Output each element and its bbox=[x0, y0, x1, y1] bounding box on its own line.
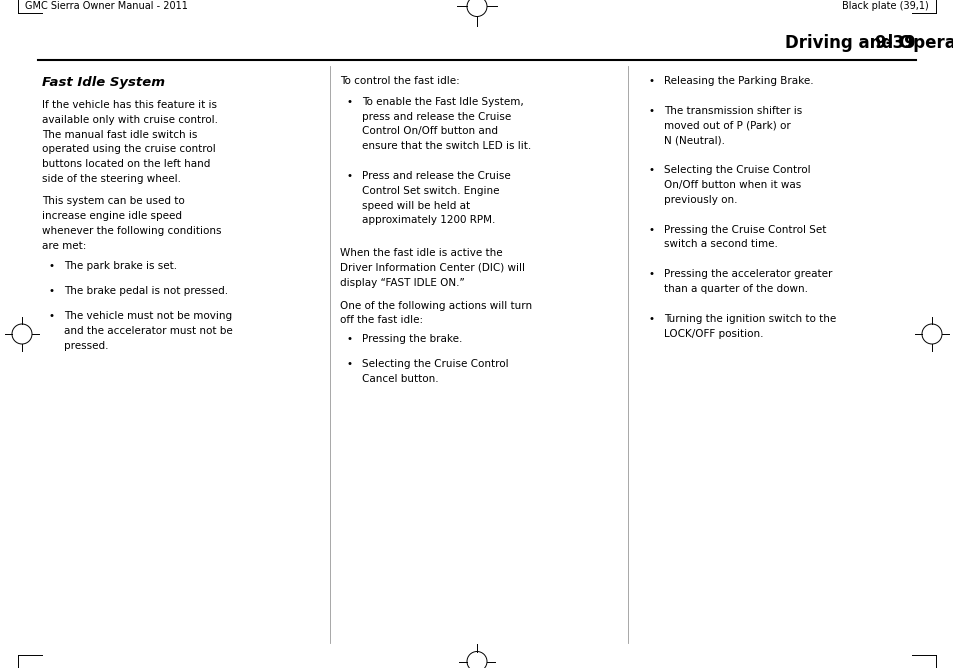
Text: The brake pedal is not pressed.: The brake pedal is not pressed. bbox=[64, 286, 228, 296]
Text: •: • bbox=[647, 165, 654, 175]
Text: Pressing the accelerator greater: Pressing the accelerator greater bbox=[663, 269, 832, 279]
Text: Pressing the brake.: Pressing the brake. bbox=[361, 334, 462, 344]
Text: The vehicle must not be moving: The vehicle must not be moving bbox=[64, 311, 232, 321]
Text: buttons located on the left hand: buttons located on the left hand bbox=[42, 159, 211, 169]
Text: side of the steering wheel.: side of the steering wheel. bbox=[42, 174, 181, 184]
Text: To enable the Fast Idle System,: To enable the Fast Idle System, bbox=[361, 97, 523, 107]
Text: To control the fast idle:: To control the fast idle: bbox=[339, 76, 459, 86]
Text: Press and release the Cruise: Press and release the Cruise bbox=[361, 171, 510, 181]
Text: The transmission shifter is: The transmission shifter is bbox=[663, 106, 801, 116]
Text: pressed.: pressed. bbox=[64, 341, 109, 351]
Text: •: • bbox=[647, 106, 654, 116]
Text: Black plate (39,1): Black plate (39,1) bbox=[841, 1, 928, 11]
Text: Driving and Operating: Driving and Operating bbox=[784, 34, 953, 52]
Text: •: • bbox=[48, 311, 54, 321]
Text: •: • bbox=[48, 286, 54, 296]
Text: Selecting the Cruise Control: Selecting the Cruise Control bbox=[663, 165, 810, 175]
Text: press and release the Cruise: press and release the Cruise bbox=[361, 112, 511, 122]
Text: 9-39: 9-39 bbox=[873, 34, 915, 52]
Text: speed will be held at: speed will be held at bbox=[361, 200, 470, 210]
Text: Cancel button.: Cancel button. bbox=[361, 374, 438, 384]
Text: Releasing the Parking Brake.: Releasing the Parking Brake. bbox=[663, 76, 813, 86]
Text: Fast Idle System: Fast Idle System bbox=[42, 76, 165, 89]
Text: •: • bbox=[647, 76, 654, 86]
Text: moved out of P (Park) or: moved out of P (Park) or bbox=[663, 121, 790, 131]
Text: •: • bbox=[346, 171, 352, 181]
Text: display “FAST IDLE ON.”: display “FAST IDLE ON.” bbox=[339, 278, 464, 288]
Text: switch a second time.: switch a second time. bbox=[663, 239, 777, 249]
Text: off the fast idle:: off the fast idle: bbox=[339, 315, 423, 325]
Text: than a quarter of the down.: than a quarter of the down. bbox=[663, 284, 807, 294]
Text: increase engine idle speed: increase engine idle speed bbox=[42, 211, 182, 221]
Text: operated using the cruise control: operated using the cruise control bbox=[42, 144, 215, 154]
Text: •: • bbox=[48, 261, 54, 271]
Text: ensure that the switch LED is lit.: ensure that the switch LED is lit. bbox=[361, 141, 531, 151]
Text: Selecting the Cruise Control: Selecting the Cruise Control bbox=[361, 359, 508, 369]
Text: One of the following actions will turn: One of the following actions will turn bbox=[339, 301, 532, 311]
Text: Control Set switch. Engine: Control Set switch. Engine bbox=[361, 186, 499, 196]
Text: If the vehicle has this feature it is: If the vehicle has this feature it is bbox=[42, 100, 216, 110]
Text: are met:: are met: bbox=[42, 240, 87, 250]
Text: •: • bbox=[647, 314, 654, 324]
Text: •: • bbox=[346, 334, 352, 344]
Text: N (Neutral).: N (Neutral). bbox=[663, 136, 724, 146]
Text: On/Off button when it was: On/Off button when it was bbox=[663, 180, 801, 190]
Text: The manual fast idle switch is: The manual fast idle switch is bbox=[42, 130, 197, 140]
Text: Pressing the Cruise Control Set: Pressing the Cruise Control Set bbox=[663, 224, 825, 234]
Text: The park brake is set.: The park brake is set. bbox=[64, 261, 177, 271]
Text: previously on.: previously on. bbox=[663, 195, 737, 205]
Text: GMC Sierra Owner Manual - 2011: GMC Sierra Owner Manual - 2011 bbox=[25, 1, 188, 11]
Text: whenever the following conditions: whenever the following conditions bbox=[42, 226, 221, 236]
Text: approximately 1200 RPM.: approximately 1200 RPM. bbox=[361, 215, 495, 225]
Text: available only with cruise control.: available only with cruise control. bbox=[42, 115, 218, 125]
Text: Control On/Off button and: Control On/Off button and bbox=[361, 126, 497, 136]
Text: When the fast idle is active the: When the fast idle is active the bbox=[339, 248, 502, 259]
Text: Driver Information Center (DIC) will: Driver Information Center (DIC) will bbox=[339, 263, 524, 273]
Text: •: • bbox=[346, 97, 352, 107]
Text: •: • bbox=[647, 269, 654, 279]
Text: LOCK/OFF position.: LOCK/OFF position. bbox=[663, 329, 762, 339]
Text: This system can be used to: This system can be used to bbox=[42, 196, 185, 206]
Text: •: • bbox=[346, 359, 352, 369]
Text: •: • bbox=[647, 224, 654, 234]
Text: Turning the ignition switch to the: Turning the ignition switch to the bbox=[663, 314, 836, 324]
Text: and the accelerator must not be: and the accelerator must not be bbox=[64, 326, 233, 336]
